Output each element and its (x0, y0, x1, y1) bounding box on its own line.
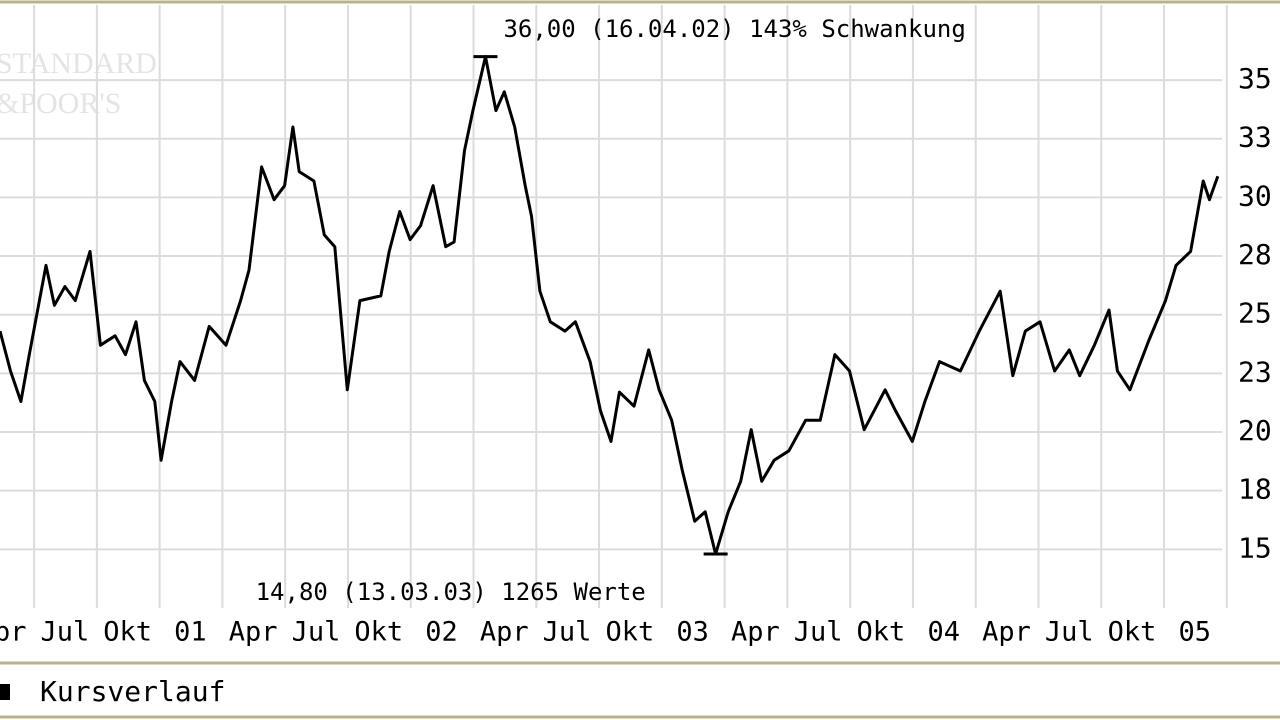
x-tick-label: Apr (731, 617, 780, 648)
x-tick-label: 03 (676, 617, 709, 648)
y-tick-label: 30 (1238, 179, 1272, 212)
watermark: STANDARD (0, 47, 157, 80)
x-tick-label: Jul (543, 617, 592, 648)
x-tick-label: Jul (794, 617, 843, 648)
y-tick-label: 28 (1238, 238, 1272, 271)
x-tick-label: 01 (174, 617, 207, 648)
x-tick-label: Okt (1108, 617, 1157, 648)
plot (0, 55, 1220, 556)
legend-label: Kursverlauf (40, 675, 225, 708)
x-tick-label: Apr (982, 617, 1031, 648)
y-tick-label: 23 (1238, 355, 1272, 388)
x-tick-label: Okt (605, 617, 654, 648)
price-line (0, 55, 1220, 556)
y-tick-label: 33 (1238, 121, 1272, 154)
x-tick-label: Jul (1045, 617, 1094, 648)
x-tick-label: 05 (1179, 617, 1212, 648)
x-tick-label: Okt (103, 617, 152, 648)
x-tick-label: Apr (480, 617, 529, 648)
watermark: &POOR'S (0, 87, 121, 120)
x-tick-label: Okt (354, 617, 403, 648)
x-tick-label: 02 (425, 617, 458, 648)
y-tick-label: 25 (1238, 297, 1272, 330)
y-tick-label: 20 (1238, 414, 1272, 447)
x-tick-label: Apr (0, 617, 26, 648)
x-tick-label: Jul (40, 617, 89, 648)
x-tick-label: 04 (927, 617, 960, 648)
x-tick-label: Apr (229, 617, 278, 648)
y-tick-label: 18 (1238, 473, 1272, 506)
y-tick-label: 35 (1238, 62, 1272, 95)
y-tick-label: 15 (1238, 531, 1272, 564)
low-annotation: 14,80 (13.03.03) 1265 Werte (256, 578, 646, 606)
x-tick-label: Okt (857, 617, 906, 648)
high-annotation: 36,00 (16.04.02) 143% Schwankung (503, 15, 965, 43)
legend-swatch (0, 684, 10, 700)
x-tick-label: Jul (292, 617, 341, 648)
